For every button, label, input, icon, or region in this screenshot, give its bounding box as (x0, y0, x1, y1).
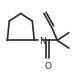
Text: N: N (39, 37, 46, 46)
Text: O: O (44, 62, 51, 71)
